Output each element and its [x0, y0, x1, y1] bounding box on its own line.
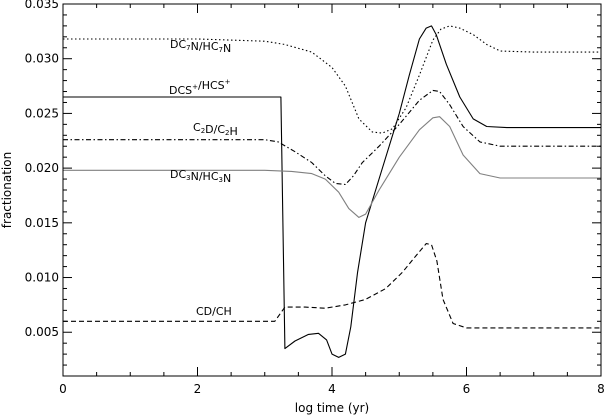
y-tick-label: 0.010 — [25, 271, 59, 285]
y-tick-label: 0.015 — [25, 216, 59, 230]
series-label: C2D/C2H — [193, 121, 238, 138]
x-tick-label: 8 — [597, 382, 605, 396]
series-label: DC7N/HC7N — [170, 38, 231, 55]
y-tick-label: 0.020 — [25, 161, 59, 175]
series-label: CD/CH — [196, 305, 232, 318]
series-label: DC3N/HC3N — [170, 168, 231, 185]
y-tick-label: 0.035 — [25, 0, 59, 11]
series-line — [63, 25, 601, 358]
plot-frame — [62, 3, 602, 377]
y-tick-label: 0.030 — [25, 52, 59, 66]
series-line — [63, 25, 601, 134]
series-line — [63, 116, 601, 218]
series-line — [63, 89, 601, 186]
y-tick-label: 0.025 — [25, 106, 59, 120]
x-tick-label: 0 — [59, 382, 67, 396]
tick-layer: 0 2 4 6 8 0.005 0.010 0.015 0.020 0.025 0.030 0.035 — [25, 0, 605, 396]
y-axis-title: fractionation — [0, 152, 14, 228]
x-tick-label: 4 — [328, 382, 336, 396]
series-layer — [63, 25, 601, 358]
series-line — [63, 243, 601, 329]
series-labels: DC7N/HC7N DCS+/HCS+ C2D/C2H DC3N/HC3N CD/CH — [169, 38, 238, 318]
series-label: DCS+/HCS+ — [169, 78, 231, 97]
x-axis-title: log time (yr) — [295, 401, 369, 415]
x-tick-label: 6 — [463, 382, 471, 396]
x-tick-label: 2 — [194, 382, 202, 396]
y-tick-label: 0.005 — [25, 325, 59, 339]
